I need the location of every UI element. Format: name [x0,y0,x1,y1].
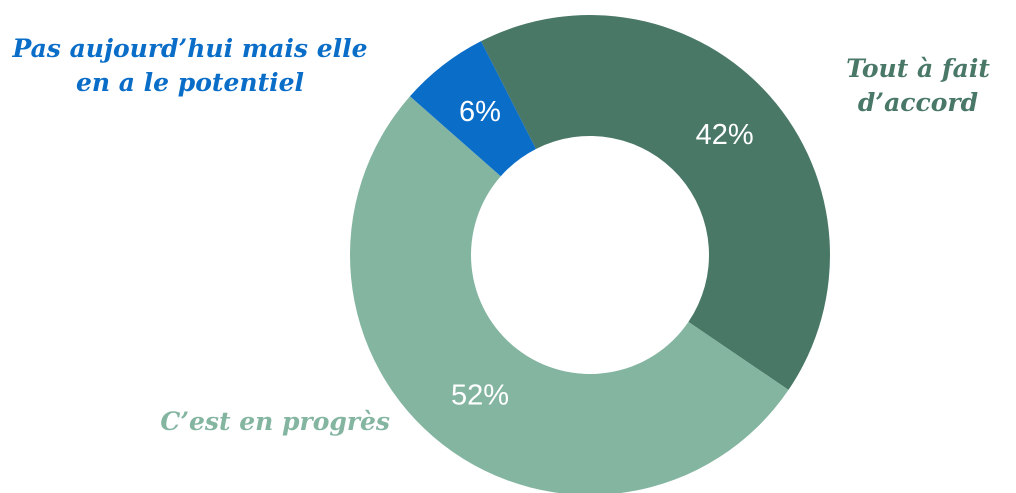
category-label: Pas aujourd’hui mais elle en a le potent… [12,34,368,97]
value-label: 42% [696,119,754,151]
value-label: 52% [451,379,509,411]
value-label: 6% [459,96,501,128]
category-label: C’est en progrès [160,407,390,436]
slice [350,96,789,493]
slice [409,41,536,177]
slice [481,14,830,390]
category-label: Tout à fait d’accord [846,54,990,117]
